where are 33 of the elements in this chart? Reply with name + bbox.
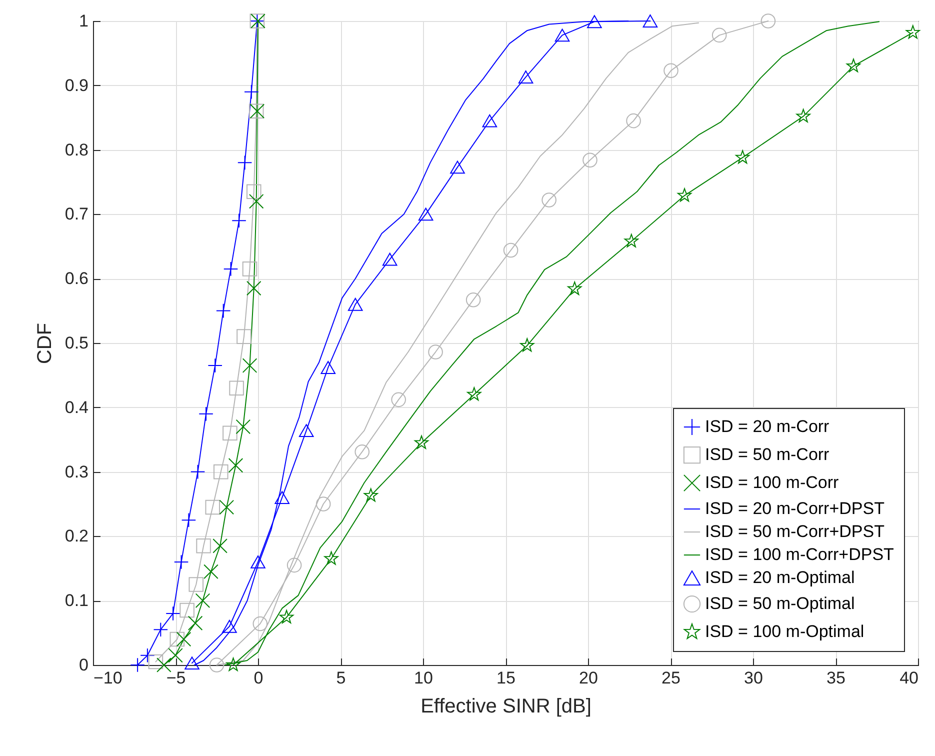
y-tick-label: 0.7 [64, 204, 88, 224]
x-tick-label: 0 [254, 668, 264, 688]
legend-label: ISD = 20 m-Corr+DPST [705, 499, 884, 518]
legend-label: ISD = 100 m-Corr+DPST [705, 545, 894, 564]
x-tick-label: 35 [826, 668, 846, 688]
y-tick-label: 1 [79, 12, 88, 30]
y-tick-label: 0.6 [64, 269, 88, 288]
legend-label: ISD = 20 m-Corr [705, 417, 830, 436]
x-tick-label: 20 [579, 668, 598, 688]
x-tick-label: −10 [94, 668, 122, 688]
legend-label: ISD = 50 m-Corr [705, 445, 830, 464]
y-tick-label: 0 [79, 656, 88, 674]
y-tick-label: 0.4 [64, 398, 88, 417]
y-tick-label: 0.3 [64, 462, 88, 482]
legend-label: ISD = 20 m-Optimal [705, 568, 855, 587]
y-axis-title: CDF [34, 322, 56, 364]
y-tick-label: 0.5 [64, 334, 88, 352]
x-tick-label: 5 [336, 668, 346, 688]
x-tick-label: 25 [662, 668, 680, 688]
legend-label: ISD = 50 m-Optimal [705, 594, 855, 613]
x-tick-label: 15 [496, 668, 516, 688]
x-tick-label: 30 [744, 668, 763, 688]
y-tick-label: 0.1 [64, 591, 88, 610]
x-tick-label: 10 [414, 668, 433, 688]
x-tick-label: 40 [900, 668, 918, 688]
x-tick-label: −5 [166, 668, 186, 688]
legend-label: ISD = 50 m-Corr+DPST [705, 522, 884, 541]
x-axis-title: Effective SINR [dB] [420, 696, 592, 718]
legend-label: ISD = 100 m-Corr [705, 473, 840, 492]
legend-label: ISD = 100 m-Optimal [705, 622, 864, 641]
y-tick-label: 0.9 [64, 76, 88, 95]
y-tick-label: 0.8 [64, 140, 88, 160]
y-tick-label: 0.2 [64, 526, 88, 546]
